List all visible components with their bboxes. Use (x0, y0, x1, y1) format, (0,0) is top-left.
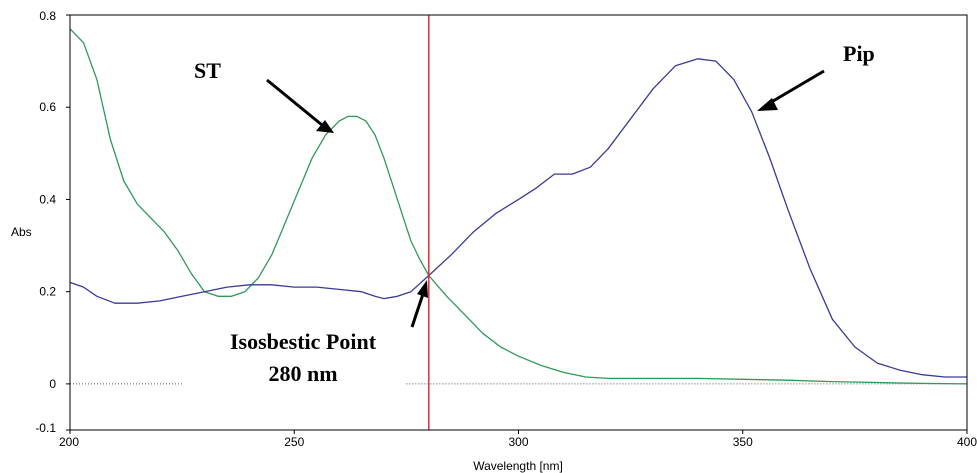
series-lines (70, 28, 967, 385)
x-tick-label: 300 (508, 435, 528, 449)
series-line-1 (70, 58, 967, 378)
annotation-isosbestic-arrow (410, 293, 425, 328)
annotation-st-label: ST (194, 58, 221, 83)
series-line-0 (70, 28, 967, 385)
y-tick-label: -0.1 (35, 421, 56, 435)
annotation-pip: Pip (757, 41, 875, 111)
y-axis-label: Abs (11, 225, 32, 239)
x-axis-label: Wavelength [nm] (473, 459, 563, 473)
annotation-pip-arrow (767, 69, 825, 106)
x-tick-label: 200 (59, 435, 79, 449)
y-tick-label: 0 (49, 377, 56, 391)
x-axis-ticks: 200 250 300 350 400 (59, 430, 977, 449)
annotation-st-arrow (266, 78, 323, 127)
y-tick-label: 0.4 (39, 192, 56, 206)
y-axis-ticks: -0.1 0 0.2 0.4 0.6 0.8 (35, 9, 70, 435)
y-tick-label: 0.2 (39, 285, 56, 299)
annotation-pip-label: Pip (843, 41, 875, 66)
annotation-st: ST (194, 58, 334, 133)
annotation-st-arrowhead (316, 120, 334, 133)
x-tick-label: 350 (733, 435, 753, 449)
annotation-pip-arrowhead (757, 98, 778, 111)
x-tick-label: 400 (957, 435, 977, 449)
annotation-isosbestic-arrowhead (417, 280, 428, 298)
y-tick-label: 0.8 (39, 9, 56, 23)
x-tick-label: 250 (284, 435, 304, 449)
annotation-isosbestic-label: Isosbestic Point (230, 329, 377, 354)
y-tick-label: 0.6 (39, 100, 56, 114)
annotation-isosbestic-value: 280 nm (268, 361, 337, 386)
annotation-isosbestic: Isosbestic Point 280 nm (230, 280, 428, 386)
